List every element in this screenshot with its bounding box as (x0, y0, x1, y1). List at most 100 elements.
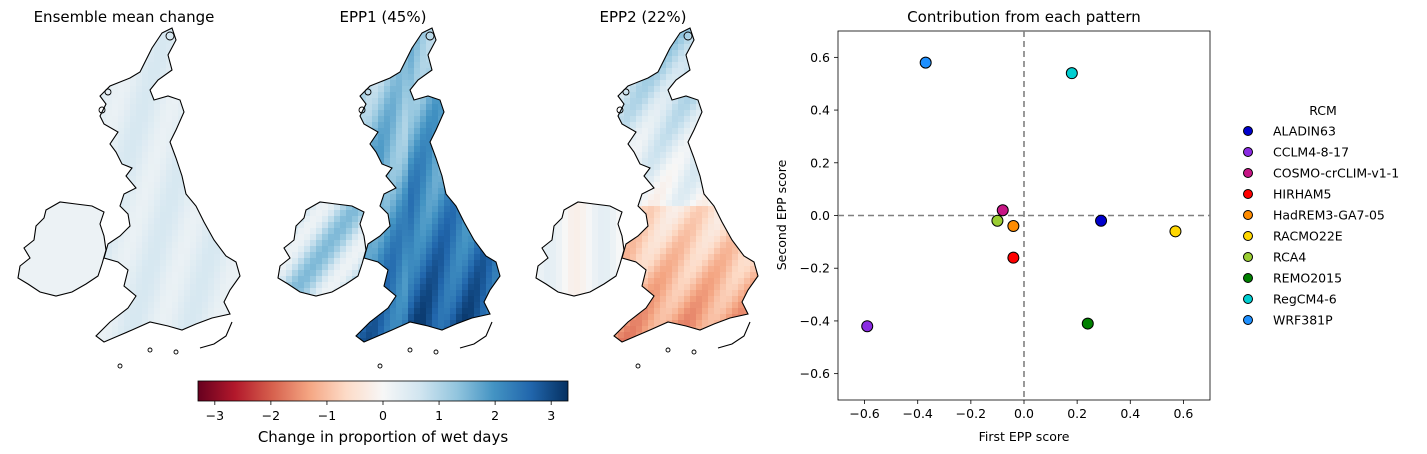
y-tick-label: −0.2 (800, 261, 830, 276)
legend-marker (1243, 189, 1253, 199)
island-outline (173, 349, 179, 355)
colorbar-tick-label: 0 (379, 408, 387, 423)
coastline-great-britain (95, 27, 241, 343)
island-outline (683, 31, 693, 41)
island-outline (425, 31, 435, 41)
legend-marker (1243, 168, 1253, 178)
map-ie-grid (18, 202, 106, 296)
legend-marker (1243, 147, 1253, 157)
point-wrf381p (919, 56, 932, 69)
island-outline (433, 349, 439, 355)
legend-label: HadREM3-GA7-05 (1273, 208, 1385, 223)
y-axis-label: Second EPP score (774, 159, 789, 270)
legend-marker (1243, 252, 1253, 262)
legend-marker (1243, 231, 1253, 241)
map-title-ensemble-mean: Ensemble mean change (34, 8, 215, 26)
coastline-ireland (17, 201, 107, 297)
colorbar-tick-label: 2 (491, 408, 499, 423)
point-rca4 (991, 214, 1004, 227)
island-outline (98, 106, 106, 114)
y-tick-label: 0.6 (810, 50, 830, 65)
legend-label: RACMO22E (1273, 229, 1343, 244)
map-gb-grid (96, 28, 240, 342)
coastline-france (459, 321, 493, 349)
x-tick-label: −0.6 (849, 406, 879, 421)
point-cosmo-crclim-v1-1 (996, 204, 1009, 217)
colorbar-tick-label: 3 (547, 408, 555, 423)
coastline-ireland (535, 201, 625, 297)
legend-label: REMO2015 (1273, 271, 1342, 286)
legend-title: RCM (1309, 103, 1337, 118)
map-epp2 (535, 27, 759, 369)
legend-label: COSMO-crCLIM-v1-1 (1273, 166, 1399, 181)
y-tick-label: 0.2 (810, 155, 830, 170)
legend-label: RegCM4-6 (1273, 292, 1337, 307)
island-outline (622, 88, 630, 96)
legend-marker (1243, 273, 1253, 283)
coastline-ireland (277, 201, 367, 297)
legend-label: HIRHAM5 (1273, 187, 1331, 202)
legend-label: RCA4 (1273, 250, 1306, 265)
x-tick-label: −0.4 (903, 406, 933, 421)
island-outline (635, 363, 641, 369)
map-epp1 (277, 27, 501, 369)
y-tick-label: 0.4 (810, 103, 830, 118)
y-tick-label: −0.4 (800, 313, 830, 328)
colorbar: −3 −2 −1 0 1 2 3 Change in proportion of wet d… (197, 380, 569, 446)
coastline-great-britain (613, 27, 759, 343)
island-outline (665, 347, 671, 353)
x-tick-label: −0.2 (956, 406, 986, 421)
legend-label: WRF381P (1273, 313, 1333, 328)
colorbar-tick-label: −2 (262, 408, 280, 423)
legend-marker (1243, 126, 1253, 136)
point-remo2015 (1081, 317, 1094, 330)
x-axis-label: First EPP score (979, 429, 1070, 444)
scatter-chart: Contribution from each pattern −0.6 −0.4 −… (774, 8, 1211, 444)
map-title-epp2: EPP2 (22%) (600, 8, 687, 26)
legend-marker (1243, 294, 1253, 304)
legend-label: ALADIN63 (1273, 124, 1336, 139)
map-gb-grid (614, 28, 758, 342)
point-hadrem3-ga7-05 (1007, 220, 1020, 233)
map-title-epp1: EPP1 (45%) (340, 8, 427, 26)
point-regcm4-6 (1065, 67, 1078, 80)
island-outline (407, 347, 413, 353)
colorbar-tick-label: −1 (318, 408, 336, 423)
island-outline (364, 88, 372, 96)
colorbar-gradient (197, 380, 569, 402)
legend: RCM ALADIN63 CCLM4-8-17 COSMO-crCLIM-v1-1 H… (1243, 103, 1399, 328)
legend-marker (1243, 210, 1253, 220)
island-outline (165, 31, 175, 41)
x-tick-label: 0.0 (1014, 406, 1034, 421)
island-outline (104, 88, 112, 96)
island-outline (117, 363, 123, 369)
island-outline (691, 349, 697, 355)
map-ie-grid (536, 202, 624, 296)
map-gb-grid (356, 28, 500, 342)
x-tick-label: 0.2 (1067, 406, 1087, 421)
map-ie-grid (278, 202, 366, 296)
y-tick-label: −0.6 (800, 366, 830, 381)
coastline-great-britain (355, 27, 501, 343)
colorbar-label: Change in proportion of wet days (258, 428, 509, 446)
x-tick-label: 0.6 (1173, 406, 1193, 421)
y-tick-label: 0.0 (810, 208, 830, 223)
colorbar-tick-label: 1 (435, 408, 443, 423)
island-outline (147, 347, 153, 353)
legend-label: CCLM4-8-17 (1273, 145, 1349, 160)
x-tick-label: 0.4 (1120, 406, 1140, 421)
point-hirham5 (1007, 251, 1020, 264)
point-racmo22e (1169, 225, 1182, 238)
point-cclm4-8-17 (861, 320, 874, 333)
coastline-france (717, 321, 751, 349)
island-outline (358, 106, 366, 114)
point-aladin63 (1095, 214, 1108, 227)
map-ensemble-mean (17, 27, 241, 369)
coastline-france (199, 321, 233, 349)
legend-marker (1243, 315, 1253, 325)
chart-title: Contribution from each pattern (907, 8, 1141, 26)
colorbar-tick-label: −3 (206, 408, 224, 423)
island-outline (377, 363, 383, 369)
island-outline (616, 106, 624, 114)
